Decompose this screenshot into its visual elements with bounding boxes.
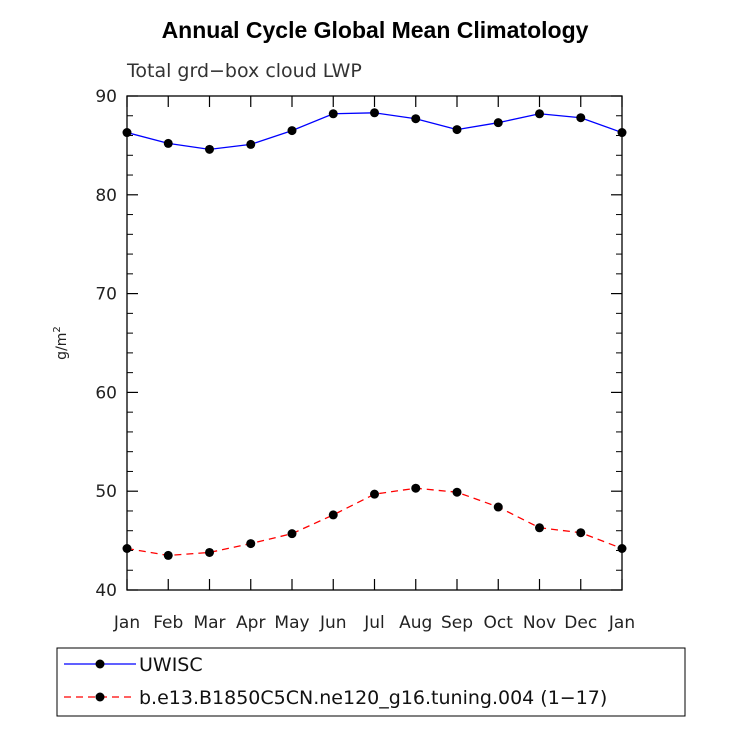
y-tick-label: 50 — [95, 482, 117, 502]
data-point — [576, 528, 586, 538]
data-point — [452, 125, 462, 135]
data-point — [163, 138, 173, 148]
svg-text:g/m2: g/m2 — [52, 326, 70, 360]
x-tick-label: Mar — [193, 613, 225, 633]
x-tick-label: Feb — [153, 613, 183, 633]
y-axis-label: g/m2 — [52, 326, 70, 360]
x-tick-label: Aug — [399, 613, 432, 633]
data-point — [576, 113, 586, 123]
y-tick-label: 70 — [95, 285, 117, 305]
y-tick-label: 60 — [95, 383, 117, 403]
x-tick-label: May — [274, 613, 309, 633]
data-point — [493, 502, 503, 512]
x-tick-label: Jul — [363, 613, 385, 633]
y-tick-label: 80 — [95, 186, 117, 206]
legend: UWISC b.e13.B1850C5CN.ne120_g16.tuning.00… — [56, 647, 686, 717]
data-point — [452, 487, 462, 497]
x-tick-label: Jan — [608, 613, 635, 633]
legend-label: b.e13.B1850C5CN.ne120_g16.tuning.004 (1−… — [139, 687, 607, 709]
data-point — [287, 529, 297, 539]
data-point — [328, 109, 338, 119]
data-point — [246, 139, 256, 149]
data-point — [328, 510, 338, 520]
legend-marker — [95, 659, 105, 669]
x-tick-label: Jun — [319, 613, 347, 633]
x-tick-label: Sep — [441, 613, 473, 633]
data-point — [163, 550, 173, 560]
series-line-0 — [126, 112, 623, 151]
data-point — [411, 114, 421, 124]
y-axis-label-superscript: 2 — [52, 326, 63, 332]
data-point — [370, 489, 379, 499]
data-point — [246, 539, 256, 549]
chart-subtitle: Total grd−box cloud LWP — [126, 60, 362, 82]
data-point — [205, 547, 214, 557]
x-tick-label: Dec — [564, 613, 597, 633]
data-point — [205, 144, 214, 154]
plot-frame — [126, 95, 623, 591]
data-point — [535, 109, 544, 119]
y-axis-label-text: g/m — [54, 333, 70, 360]
legend-marker — [95, 692, 105, 702]
data-point — [493, 118, 503, 128]
y-tick-label: 90 — [95, 87, 117, 107]
x-tick-label: Oct — [484, 613, 514, 633]
x-tick-label: Jan — [113, 613, 140, 633]
legend-box — [56, 647, 686, 717]
data-point — [287, 126, 297, 136]
y-tick-label: 40 — [95, 581, 117, 601]
x-tick-label: Apr — [236, 613, 265, 633]
data-point — [535, 523, 544, 533]
x-tick-label: Nov — [523, 613, 556, 633]
chart-title: Annual Cycle Global Mean Climatology — [162, 17, 589, 43]
data-point — [411, 483, 421, 493]
data-point — [370, 108, 379, 118]
legend-label: UWISC — [139, 654, 203, 676]
